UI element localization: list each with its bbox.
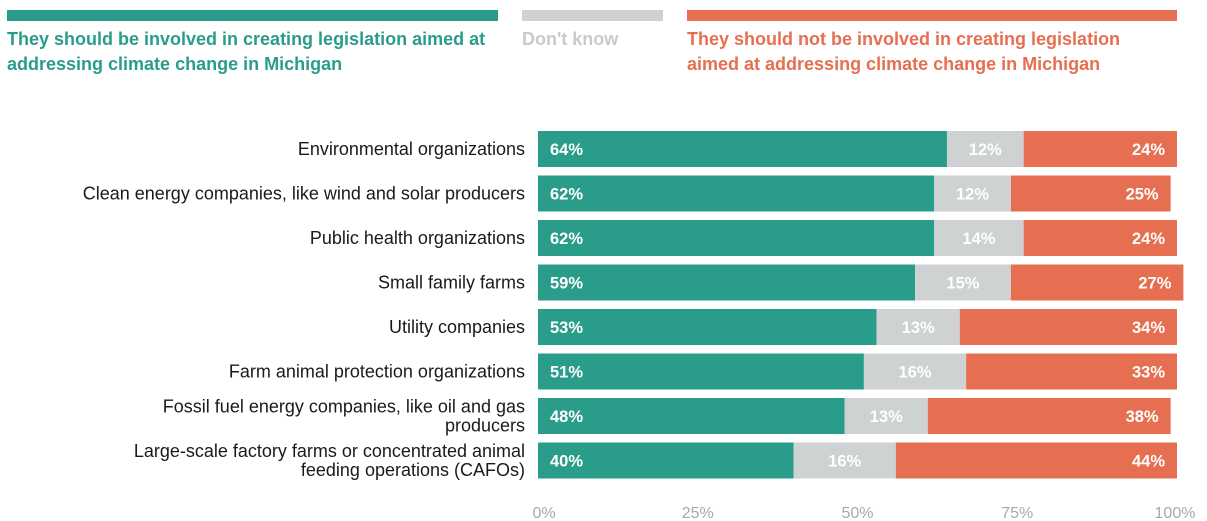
data-label-dont-know: 14% [962, 230, 995, 248]
x-tick-label: 100% [1155, 505, 1196, 521]
data-label-disagree: 34% [1132, 319, 1165, 337]
data-label-agree: 53% [550, 319, 583, 337]
bar-segment-dont-know [946, 131, 1024, 167]
legend-label-disagree: They should not be involved in creating … [687, 29, 1121, 74]
bar-row: Utility companies 53% 13% 34% [389, 309, 1177, 345]
data-label-agree: 51% [550, 364, 583, 382]
data-label-disagree: 24% [1132, 230, 1165, 248]
legend-label-dont-know: Don't know [522, 29, 619, 49]
chart-legend: They should be involved in creating legi… [0, 0, 1207, 80]
legend-label-agree: They should be involved in creating legi… [7, 29, 486, 74]
bar-segment-agree [538, 353, 864, 390]
data-label-dont-know: 15% [946, 275, 979, 293]
bar-segment-agree [538, 442, 794, 479]
bar-row: Farm animal protection organizations 51% 1… [229, 353, 1177, 390]
bar-row: Large-scale factory farms or concentrate… [134, 441, 1177, 480]
data-label-disagree: 44% [1132, 453, 1165, 471]
category-label: Utility companies [389, 317, 525, 337]
data-label-agree: 48% [550, 408, 583, 426]
legend-swatch-agree [7, 10, 498, 21]
data-label-dont-know: 13% [902, 319, 935, 337]
bar-segment-disagree [1023, 220, 1177, 256]
bar-segment-disagree [959, 309, 1177, 345]
bar-segment-dont-know [793, 442, 896, 479]
legend-item-disagree: They should not be involved in creating … [687, 10, 1177, 77]
x-tick-label: 75% [1001, 505, 1033, 521]
legend-item-dont-know: Don't know [522, 10, 663, 52]
category-label: Environmental organizations [298, 139, 525, 159]
x-tick-label: 50% [841, 505, 873, 521]
data-label-agree: 40% [550, 453, 583, 471]
bar-segment-disagree [1010, 175, 1171, 212]
data-label-agree: 62% [550, 186, 583, 204]
legend-swatch-dont-know [522, 10, 663, 21]
category-label: Clean energy companies, like wind and so… [83, 184, 525, 204]
bar-segment-agree [538, 264, 916, 301]
bar-segment-agree [538, 131, 947, 167]
data-label-dont-know: 13% [870, 408, 903, 426]
bar-segment-dont-know [934, 220, 1024, 256]
data-label-agree: 62% [550, 230, 583, 248]
category-label: Large-scale factory farms or concentrate… [134, 441, 525, 480]
bar-row: Public health organizations 62% 14% 24% [310, 220, 1177, 256]
bar-segment-dont-know [844, 398, 928, 434]
x-tick-label: 0% [532, 505, 555, 521]
bar-segment-agree [538, 398, 845, 434]
bar-segment-disagree [1023, 131, 1177, 167]
bar-segment-disagree [927, 398, 1171, 434]
category-label: Fossil fuel energy companies, like oil a… [163, 397, 525, 436]
data-label-disagree: 33% [1132, 364, 1165, 382]
bar-segment-disagree [1010, 264, 1184, 301]
data-label-dont-know: 12% [969, 141, 1002, 159]
category-label: Farm animal protection organizations [229, 362, 525, 382]
bar-row: Small family farms 59% 15% 27% [378, 264, 1184, 301]
data-label-disagree: 38% [1126, 408, 1159, 426]
data-label-dont-know: 12% [956, 186, 989, 204]
category-label: Small family farms [378, 273, 525, 293]
data-label-agree: 59% [550, 275, 583, 293]
bar-row: Clean energy companies, like wind and so… [83, 175, 1171, 212]
category-label: Public health organizations [310, 228, 525, 248]
bar-row: Environmental organizations 64% 12% 24% [298, 131, 1177, 167]
bar-segment-agree [538, 309, 877, 345]
bar-segment-disagree [966, 353, 1177, 390]
legend-item-agree: They should be involved in creating legi… [7, 10, 498, 77]
data-label-dont-know: 16% [828, 453, 861, 471]
bar-segment-dont-know [915, 264, 1011, 301]
bar-segment-agree [538, 220, 935, 256]
bar-segment-dont-know [876, 309, 960, 345]
data-label-disagree: 24% [1132, 141, 1165, 159]
bar-segment-agree [538, 175, 935, 212]
data-label-disagree: 25% [1126, 186, 1159, 204]
data-label-agree: 64% [550, 141, 583, 159]
data-label-dont-know: 16% [898, 364, 931, 382]
bar-segment-dont-know [863, 353, 967, 390]
bar-row: Fossil fuel energy companies, like oil a… [163, 397, 1171, 436]
legend-swatch-disagree [687, 10, 1177, 21]
bar-segment-dont-know [934, 175, 1011, 212]
data-label-disagree: 27% [1138, 275, 1171, 293]
bar-segment-disagree [895, 442, 1177, 479]
x-tick-label: 25% [682, 505, 714, 521]
